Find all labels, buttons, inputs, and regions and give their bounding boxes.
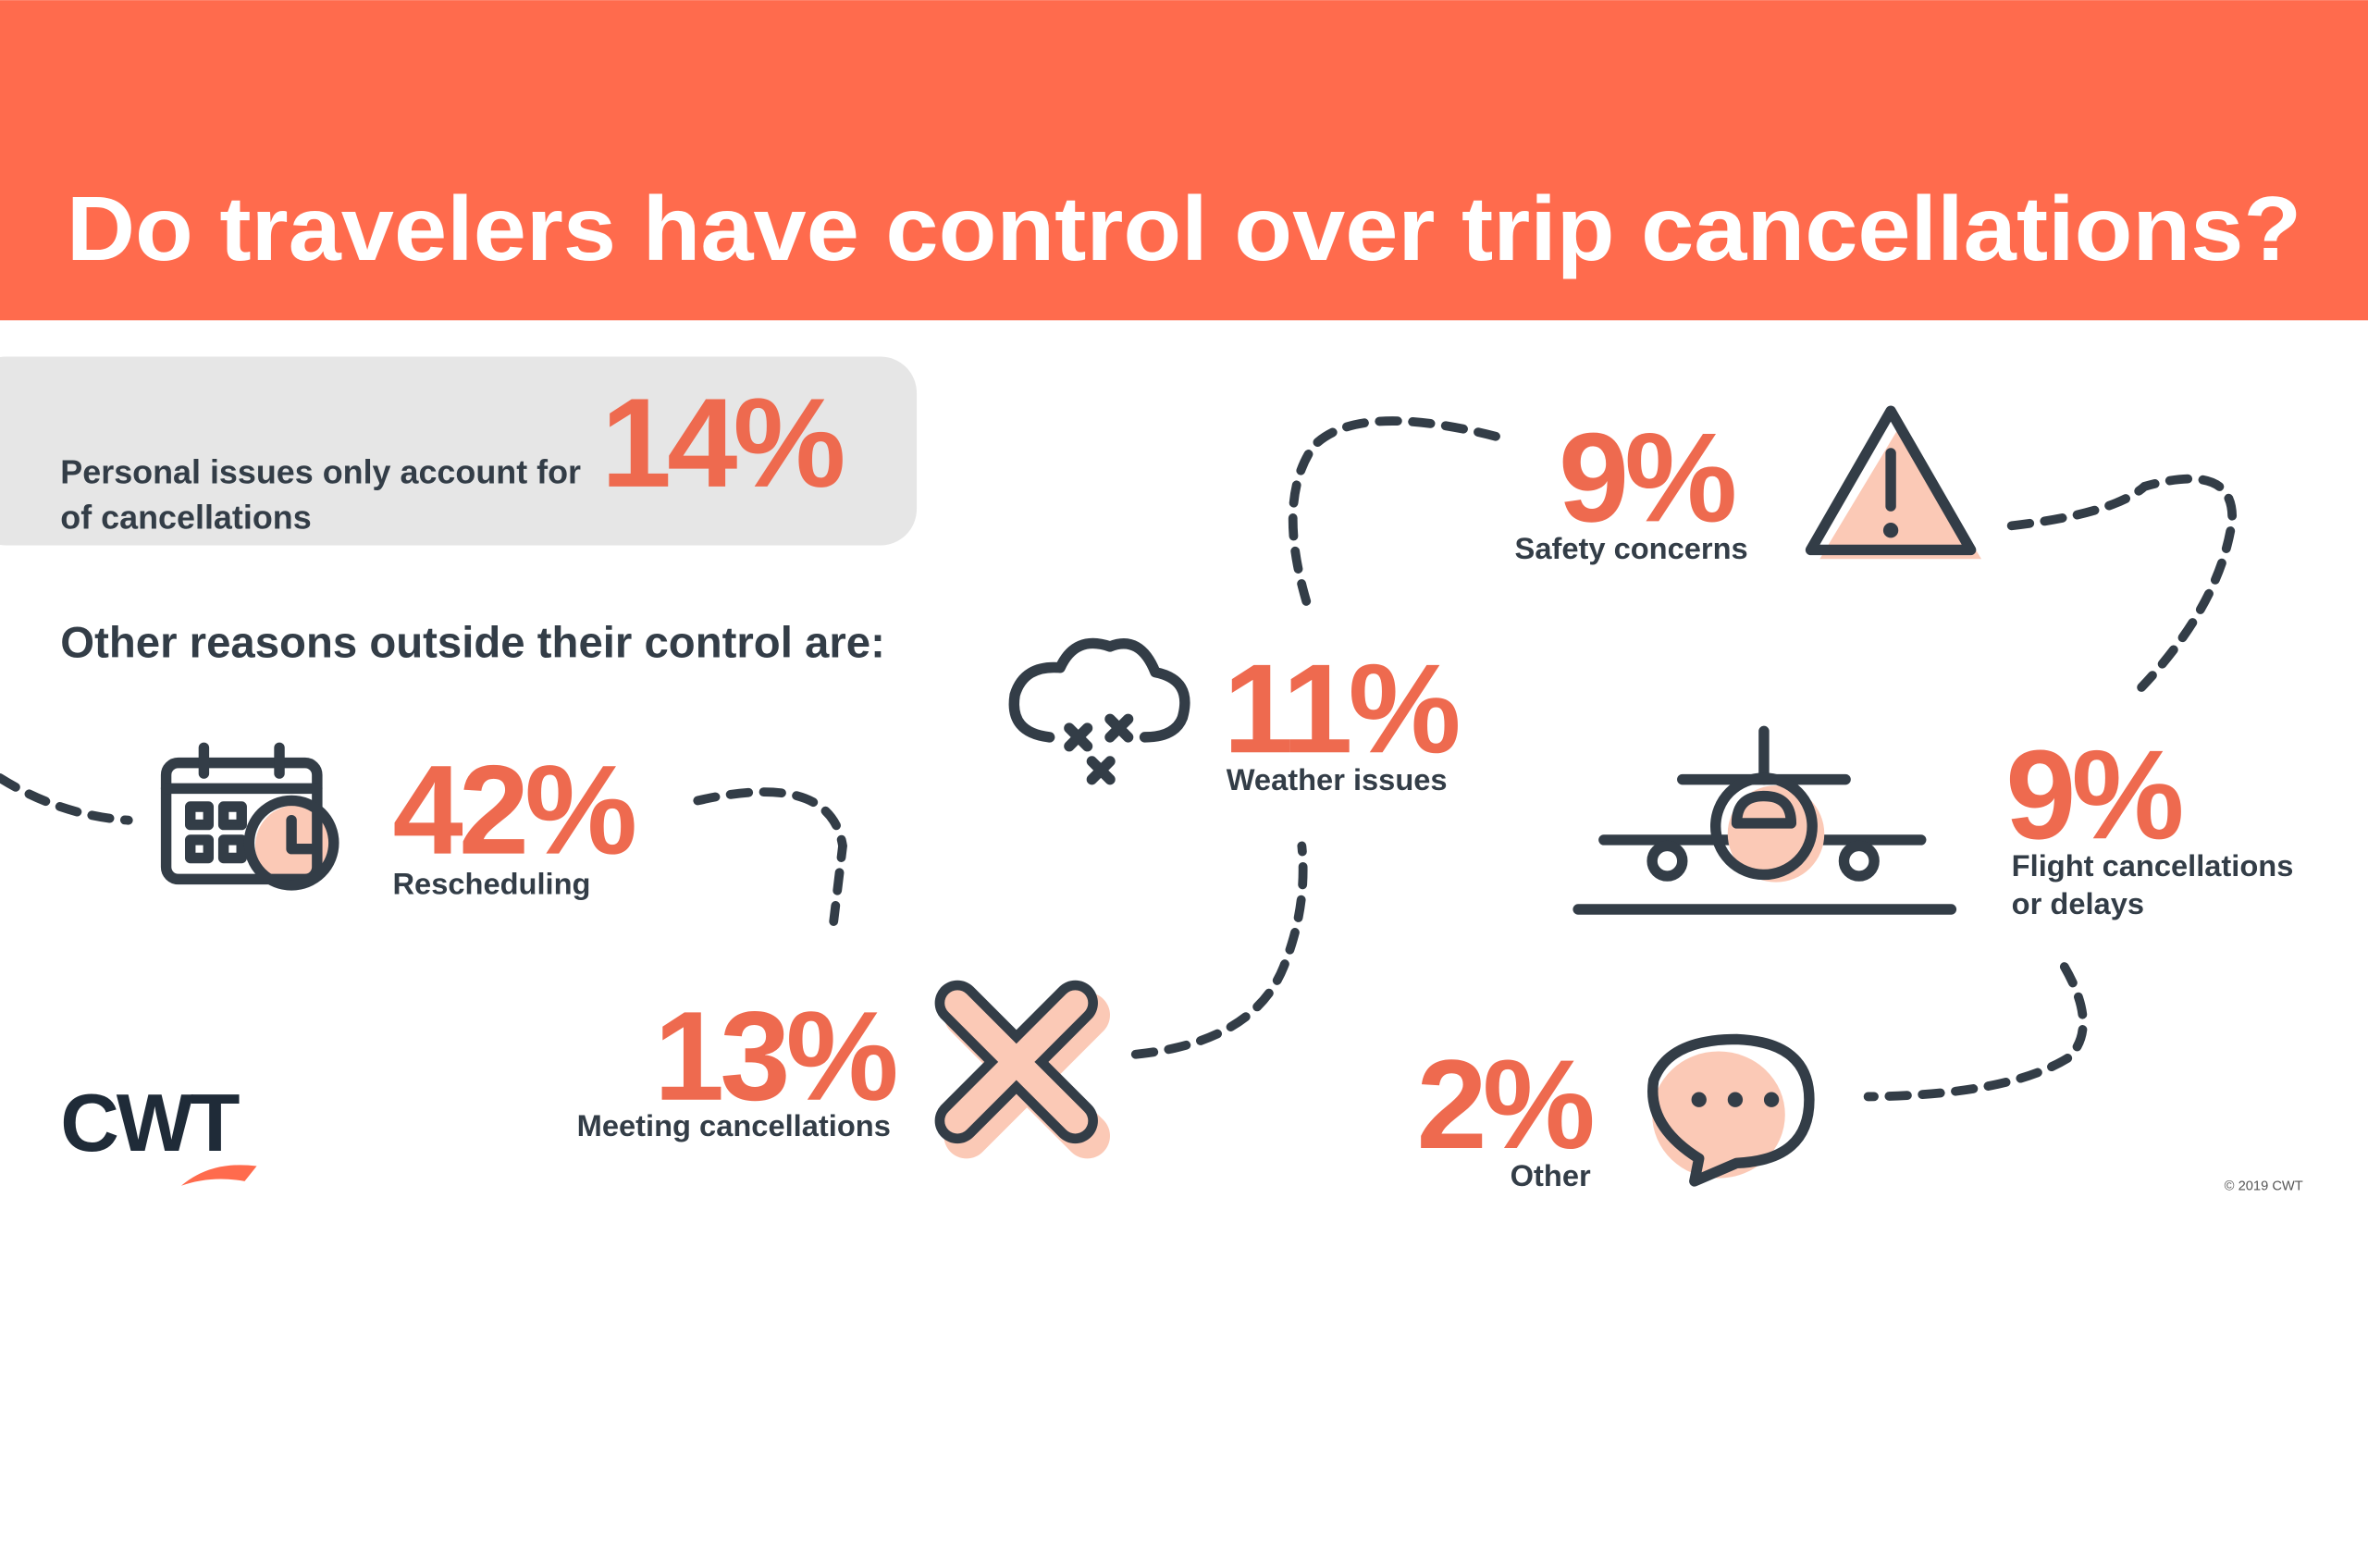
connector (0, 773, 133, 825)
connector (693, 787, 847, 926)
intro-box (0, 356, 918, 546)
reason-value: 2% (1416, 1034, 1592, 1176)
reason-value: 13% (654, 986, 896, 1128)
connector (2006, 474, 2237, 692)
reason-label: Flight cancellations (2012, 848, 2294, 883)
cross-icon (934, 980, 1110, 1159)
subheading: Other reasons outside their control are: (60, 618, 885, 667)
intro-text: Personal issues only account for (60, 453, 581, 491)
reason-label: Other (1511, 1158, 1591, 1192)
reason-label: Meeting cancellations (577, 1108, 891, 1142)
logo: CWT (60, 1077, 239, 1168)
cloud-icon (1008, 637, 1190, 785)
connector (1288, 416, 1508, 606)
reason-value: 42% (392, 740, 635, 882)
title: Do travelers have control over trip canc… (67, 178, 2301, 279)
copyright: © 2019 CWT (2225, 1179, 2303, 1194)
reason-value: 11% (1223, 638, 1458, 780)
header-band (0, 0, 2368, 321)
reasons: 42%Rescheduling 13%Meeting cancellations 1… (392, 407, 2293, 1191)
reason-label: Rescheduling (392, 867, 590, 901)
speech-icon (1647, 1033, 1815, 1187)
reason-label: Weather issues (1227, 762, 1448, 796)
reason-label: Safety concerns (1515, 531, 1748, 565)
connector (1863, 962, 2088, 1102)
reason-value: 9% (1559, 407, 1734, 549)
plane-icon (1572, 725, 1957, 915)
calendar-icon (160, 742, 339, 891)
logo-swoosh (180, 1165, 257, 1186)
intro-value: 14% (601, 373, 844, 514)
warning-icon (1805, 405, 1982, 560)
connector (1130, 841, 1308, 1059)
intro-text: of cancellations (60, 499, 311, 537)
reason-label: or delays (2012, 886, 2144, 920)
reason-value: 9% (2005, 724, 2181, 866)
